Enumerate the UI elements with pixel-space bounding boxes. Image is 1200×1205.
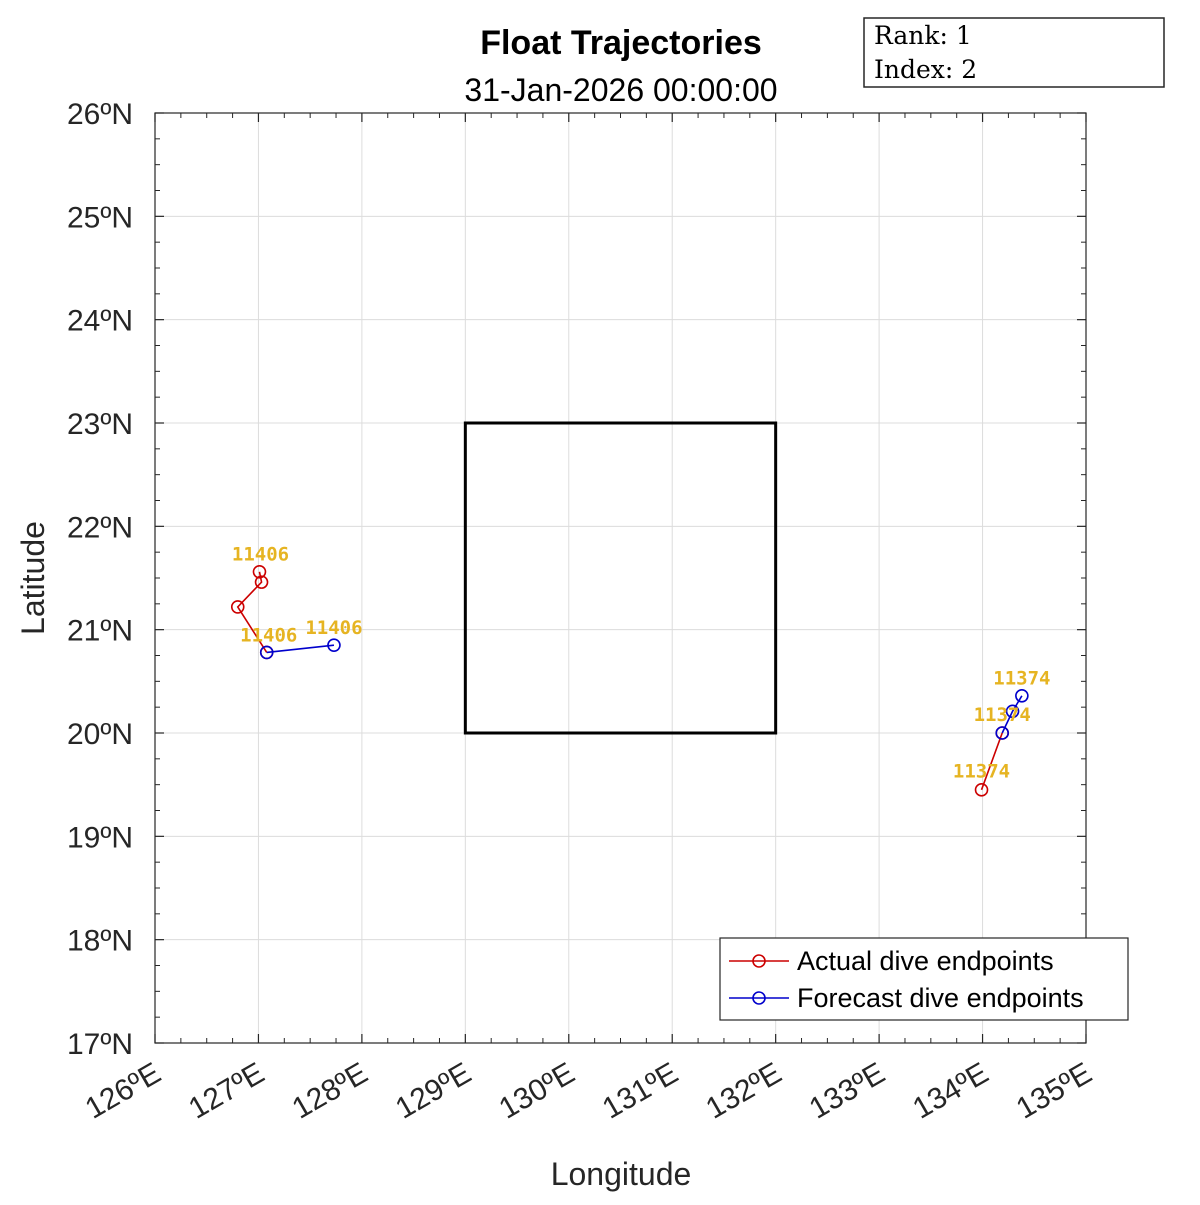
info-rank: Rank: 1	[874, 21, 972, 50]
forecast-track-line	[266, 644, 335, 654]
forecast-endpoint-marker	[1015, 688, 1029, 703]
plot-area	[155, 113, 1086, 1043]
chart-title: Float Trajectories	[480, 24, 762, 62]
y-tick-label: 18ºN	[67, 925, 133, 958]
y-tick-label: 17ºN	[67, 1028, 133, 1061]
y-tick-label: 26ºN	[67, 98, 133, 131]
float-id-label: 11406	[305, 617, 362, 639]
x-axis-label: Longitude	[551, 1156, 692, 1192]
forecast-endpoint-marker	[1005, 704, 1020, 719]
forecast-endpoint-marker	[995, 726, 1010, 740]
actual-endpoint-marker	[252, 564, 267, 579]
y-tick-label: 24ºN	[67, 305, 133, 338]
target-region-box	[463, 421, 778, 735]
float-id-label: 11406	[232, 544, 289, 566]
actual-endpoint-marker	[254, 575, 269, 589]
legend-label-actual: Actual dive endpoints	[797, 946, 1054, 976]
y-tick-label: 23ºN	[67, 408, 133, 441]
forecast-endpoint-marker	[259, 645, 274, 660]
legend-label-forecast: Forecast dive endpoints	[797, 983, 1084, 1013]
float-id-label: 11374	[974, 704, 1031, 726]
y-tick-label: 25ºN	[67, 201, 133, 234]
actual-track-line	[980, 732, 1003, 791]
forecast-endpoint-marker	[327, 638, 341, 652]
legend-box	[719, 937, 1129, 1021]
series-layer	[230, 564, 1029, 797]
legend-marker-actual	[752, 954, 766, 968]
float-id-label: 11374	[993, 668, 1050, 690]
y-axis-label: Latitude	[15, 521, 51, 635]
float-id-label: 11406	[240, 624, 297, 646]
float-id-labels: 11406 11406 11406 11374 11374 11374	[232, 544, 1051, 783]
axis-ticks	[154, 112, 1087, 1044]
legend-entry-forecast: Forecast dive endpoints	[729, 983, 1084, 1013]
y-tick-label: 19ºN	[67, 821, 133, 854]
chart-subtitle: 31-Jan-2026 00:00:00	[464, 72, 777, 108]
legend: Actual dive endpoints Forecast dive endp…	[719, 937, 1129, 1021]
info-box: Rank: 1 Index: 2	[863, 17, 1165, 88]
actual-endpoint-marker	[230, 600, 245, 614]
info-box-frame	[863, 17, 1165, 88]
legend-entry-actual: Actual dive endpoints	[729, 946, 1054, 976]
float-id-label: 11374	[953, 761, 1010, 783]
legend-marker-forecast	[752, 991, 766, 1005]
target-region	[463, 421, 778, 735]
y-tick-label: 20ºN	[67, 718, 133, 751]
info-index: Index: 2	[874, 55, 977, 84]
y-tick-label: 21ºN	[67, 615, 133, 648]
y-tick-label: 22ºN	[67, 511, 133, 544]
actual-endpoint-marker	[974, 783, 989, 797]
